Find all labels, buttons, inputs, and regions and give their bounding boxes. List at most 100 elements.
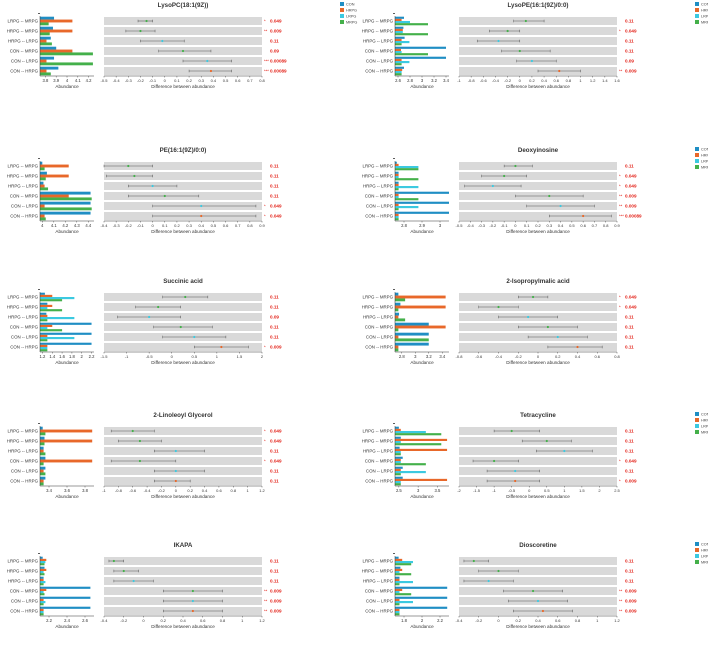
difference-point	[200, 214, 203, 218]
difference-tick-label: -0.2	[158, 488, 166, 493]
abundance-axis-label: Abundance	[410, 360, 434, 365]
chart-title: 2-Linoleoyl Glycerol	[153, 412, 212, 419]
difference-tick-label: -1	[457, 78, 461, 83]
abundance-bar	[40, 608, 44, 611]
difference-point	[514, 469, 517, 473]
abundance-tick-label: 1.6	[59, 354, 65, 359]
abundance-bar	[40, 603, 44, 606]
legend-label-con: CON	[701, 543, 708, 547]
abundance-bar	[395, 168, 419, 171]
p-value: 0.00089	[270, 69, 287, 74]
significance-stars: **	[619, 589, 623, 594]
p-value: 0.049	[270, 214, 282, 219]
abundance-bar	[395, 23, 428, 26]
p-value: 0.11	[270, 164, 279, 169]
legend-swatch-lrpg	[695, 424, 699, 428]
comparison-label: LRPG -- MRPG	[363, 295, 394, 300]
abundance-bar	[40, 297, 75, 300]
p-value: 0.11	[625, 569, 634, 574]
difference-row-band	[459, 577, 617, 585]
abundance-bar	[395, 51, 402, 54]
p-value: 0.11	[270, 559, 279, 564]
p-value: 0.009	[270, 589, 282, 594]
abundance-bar	[395, 213, 399, 216]
comparison-label: LRPG -- MRPG	[8, 429, 39, 434]
comparison-label: HRPG -- MRPG	[362, 29, 394, 34]
abundance-bar	[395, 183, 399, 186]
abundance-bar	[40, 598, 44, 601]
abundance-bar	[40, 466, 46, 470]
significance-stars: *	[264, 214, 266, 219]
significance-stars: *	[264, 439, 266, 444]
p-value: 0.049	[270, 19, 282, 24]
abundance-bar	[40, 56, 55, 60]
difference-tick-label: -0.3	[113, 223, 121, 228]
abundance-bar	[395, 71, 402, 74]
significance-stars: **	[264, 29, 268, 34]
comparison-label: CON -- MRPG	[365, 325, 394, 330]
abundance-bar	[395, 611, 400, 614]
abundance-bar	[395, 28, 403, 31]
abundance-bar	[40, 317, 75, 320]
abundance-bar	[40, 314, 48, 317]
abundance-bar	[395, 603, 400, 606]
difference-tick-label: 0.6	[553, 78, 559, 83]
p-value: 0.049	[625, 174, 637, 179]
difference-point	[527, 315, 530, 319]
abundance-bar	[395, 342, 429, 346]
abundance-bar	[40, 329, 63, 332]
difference-point	[138, 459, 142, 463]
legend-label-con: CON	[346, 3, 355, 7]
abundance-bar	[40, 72, 51, 76]
difference-point	[497, 569, 500, 573]
difference-tick-label: -0.2	[475, 618, 483, 623]
difference-row-band	[104, 67, 262, 75]
abundance-bar	[395, 193, 399, 196]
abundance-bar	[395, 31, 403, 34]
difference-point	[174, 469, 177, 473]
p-value: 0.11	[270, 579, 279, 584]
abundance-bar	[40, 184, 45, 188]
legend-label-lrpg: LRPG	[701, 15, 708, 19]
abundance-bar	[395, 36, 405, 39]
abundance-bar	[40, 49, 73, 53]
difference-tick-label: 0.6	[580, 223, 586, 228]
difference-tick-label: 0.3	[547, 223, 553, 228]
abundance-bar	[40, 472, 46, 476]
abundance-axis-label: Abundance	[410, 84, 434, 89]
p-value: 0.11	[625, 429, 634, 434]
difference-tick-label: 0.5	[223, 78, 229, 83]
abundance-bar	[40, 576, 44, 579]
significance-stars: *	[619, 459, 621, 464]
abundance-bar	[40, 613, 44, 616]
difference-tick-label: -0.3	[478, 223, 486, 228]
significance-stars: **	[264, 609, 268, 614]
abundance-bar	[40, 174, 69, 178]
difference-row-band	[104, 427, 262, 435]
legend-label-mrpg: MRPG	[701, 431, 708, 435]
difference-row-band	[104, 172, 262, 180]
legend-label-lrpg: LRPG	[701, 425, 708, 429]
difference-point	[531, 295, 535, 299]
difference-point	[127, 164, 130, 168]
abundance-tick-label: 2.2	[46, 618, 52, 623]
abundance-bar	[40, 344, 48, 347]
difference-tick-label: -0.4	[144, 488, 152, 493]
difference-tick-label: 0.6	[594, 354, 600, 359]
comparison-label: CON -- HRPG	[365, 345, 393, 350]
difference-tick-label: -0.8	[115, 488, 123, 493]
comparison-label: HRPG -- MRPG	[362, 174, 394, 179]
abundance-bar	[40, 187, 49, 191]
difference-tick-label: 1.2	[614, 618, 620, 623]
legend-swatch-con	[695, 542, 699, 546]
abundance-bar	[40, 164, 69, 168]
p-value: 0.009	[270, 345, 282, 350]
difference-point	[530, 59, 534, 63]
abundance-tick-label: 3.2	[426, 354, 432, 359]
difference-point	[545, 439, 548, 443]
difference-tick-label: 0.4	[575, 354, 581, 359]
chart-panel-3: PE(16:1(9Z)/0:0) LRPG -- MRPG HRPG -- MRPG…	[7, 147, 282, 234]
abundance-bar	[395, 443, 442, 446]
chart-title: Tetracycline	[520, 412, 556, 419]
abundance-tick-label: 3.4	[439, 354, 445, 359]
